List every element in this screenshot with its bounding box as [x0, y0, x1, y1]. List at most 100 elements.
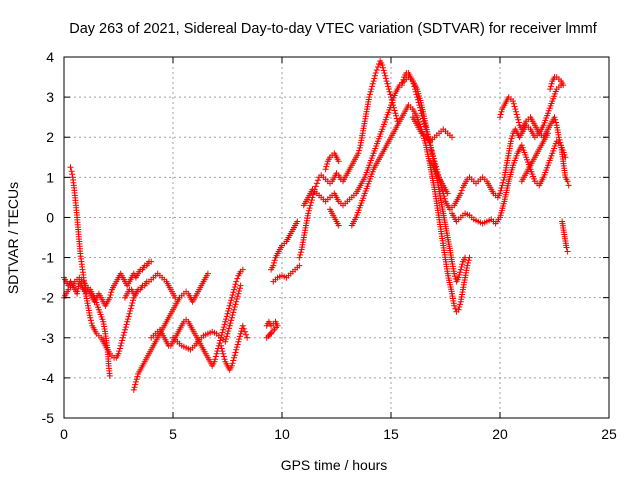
series-track-m	[322, 150, 342, 229]
data-point	[564, 178, 571, 185]
data-point	[413, 91, 420, 98]
data-point	[127, 308, 134, 314]
data-point	[212, 356, 219, 363]
data-point	[119, 334, 126, 341]
data-point	[415, 99, 422, 106]
data-point	[228, 297, 235, 304]
data-point	[234, 341, 241, 348]
data-point	[219, 348, 226, 355]
data-point	[214, 348, 221, 355]
data-point	[547, 83, 554, 90]
data-point	[117, 345, 123, 352]
data-point	[335, 158, 342, 165]
data-point	[425, 136, 432, 143]
data-point	[107, 292, 114, 298]
series-track-n	[348, 102, 473, 315]
data-point	[223, 336, 229, 343]
series-track-e	[122, 270, 179, 301]
data-point	[372, 70, 379, 76]
data-point	[498, 185, 505, 191]
data-point	[226, 305, 232, 312]
data-point	[220, 353, 227, 360]
data-point	[237, 330, 244, 337]
y-axis-label: SDTVAR / TECUs	[5, 182, 21, 294]
data-point	[129, 300, 136, 306]
data-point	[381, 70, 388, 76]
data-point	[228, 314, 235, 321]
data-point	[414, 94, 421, 101]
data-point	[412, 86, 418, 93]
data-point	[132, 381, 139, 388]
y-tick-label: -3	[42, 330, 55, 346]
data-point	[555, 134, 562, 141]
data-point	[444, 190, 451, 197]
data-point	[244, 334, 251, 341]
series-track-c	[61, 274, 113, 379]
data-point	[229, 312, 236, 318]
data-point	[307, 202, 314, 209]
data-point	[223, 313, 230, 320]
data-point	[366, 94, 373, 101]
data-point	[217, 337, 224, 344]
x-tick-label: 20	[492, 426, 508, 442]
data-point	[235, 290, 242, 297]
data-point	[355, 150, 362, 157]
data-point	[119, 337, 126, 344]
data-point	[457, 301, 463, 308]
data-point	[225, 328, 232, 335]
data-point	[510, 100, 517, 107]
data-point	[233, 344, 240, 351]
data-point	[379, 62, 386, 68]
data-point	[120, 332, 127, 339]
data-point	[556, 136, 563, 143]
data-point	[418, 110, 425, 117]
data-point	[229, 292, 236, 298]
data-point	[305, 207, 312, 214]
data-point	[227, 320, 234, 327]
data-point	[228, 362, 235, 369]
y-tick-label: -5	[42, 410, 55, 426]
data-point	[499, 179, 506, 186]
data-point	[211, 358, 218, 365]
data-point	[369, 80, 376, 87]
data-point	[323, 163, 330, 170]
data-point	[148, 258, 155, 265]
data-point	[271, 257, 278, 264]
data-point	[233, 346, 240, 353]
data-point	[374, 64, 381, 70]
data-point	[172, 294, 179, 301]
data-point	[553, 119, 559, 126]
data-point	[87, 317, 94, 324]
data-point	[400, 76, 407, 83]
data-point	[393, 112, 400, 119]
data-point	[464, 262, 471, 269]
data-point	[500, 177, 507, 183]
data-point	[420, 115, 426, 122]
data-point	[271, 259, 277, 266]
data-point	[227, 300, 234, 306]
data-point	[236, 285, 243, 292]
data-point	[451, 270, 458, 277]
data-point	[128, 302, 135, 309]
data-point	[457, 269, 463, 276]
data-point	[226, 322, 233, 329]
data-point	[234, 293, 241, 300]
data-point	[497, 114, 503, 121]
data-point	[108, 289, 115, 296]
data-point	[324, 161, 331, 167]
data-point	[133, 376, 140, 383]
data-point	[557, 139, 564, 146]
chart-title: Day 263 of 2021, Sidereal Day-to-day VTE…	[69, 21, 598, 37]
y-tick-label: -4	[42, 370, 55, 386]
data-point	[417, 104, 424, 111]
data-point	[123, 321, 130, 328]
series-track-k	[296, 58, 401, 261]
data-point	[226, 302, 233, 309]
data-point	[391, 107, 398, 114]
x-tick-label: 10	[274, 426, 290, 442]
data-point	[308, 197, 315, 204]
data-point	[218, 345, 225, 352]
data-point	[220, 326, 227, 333]
data-point	[233, 278, 240, 285]
data-point	[385, 83, 392, 90]
